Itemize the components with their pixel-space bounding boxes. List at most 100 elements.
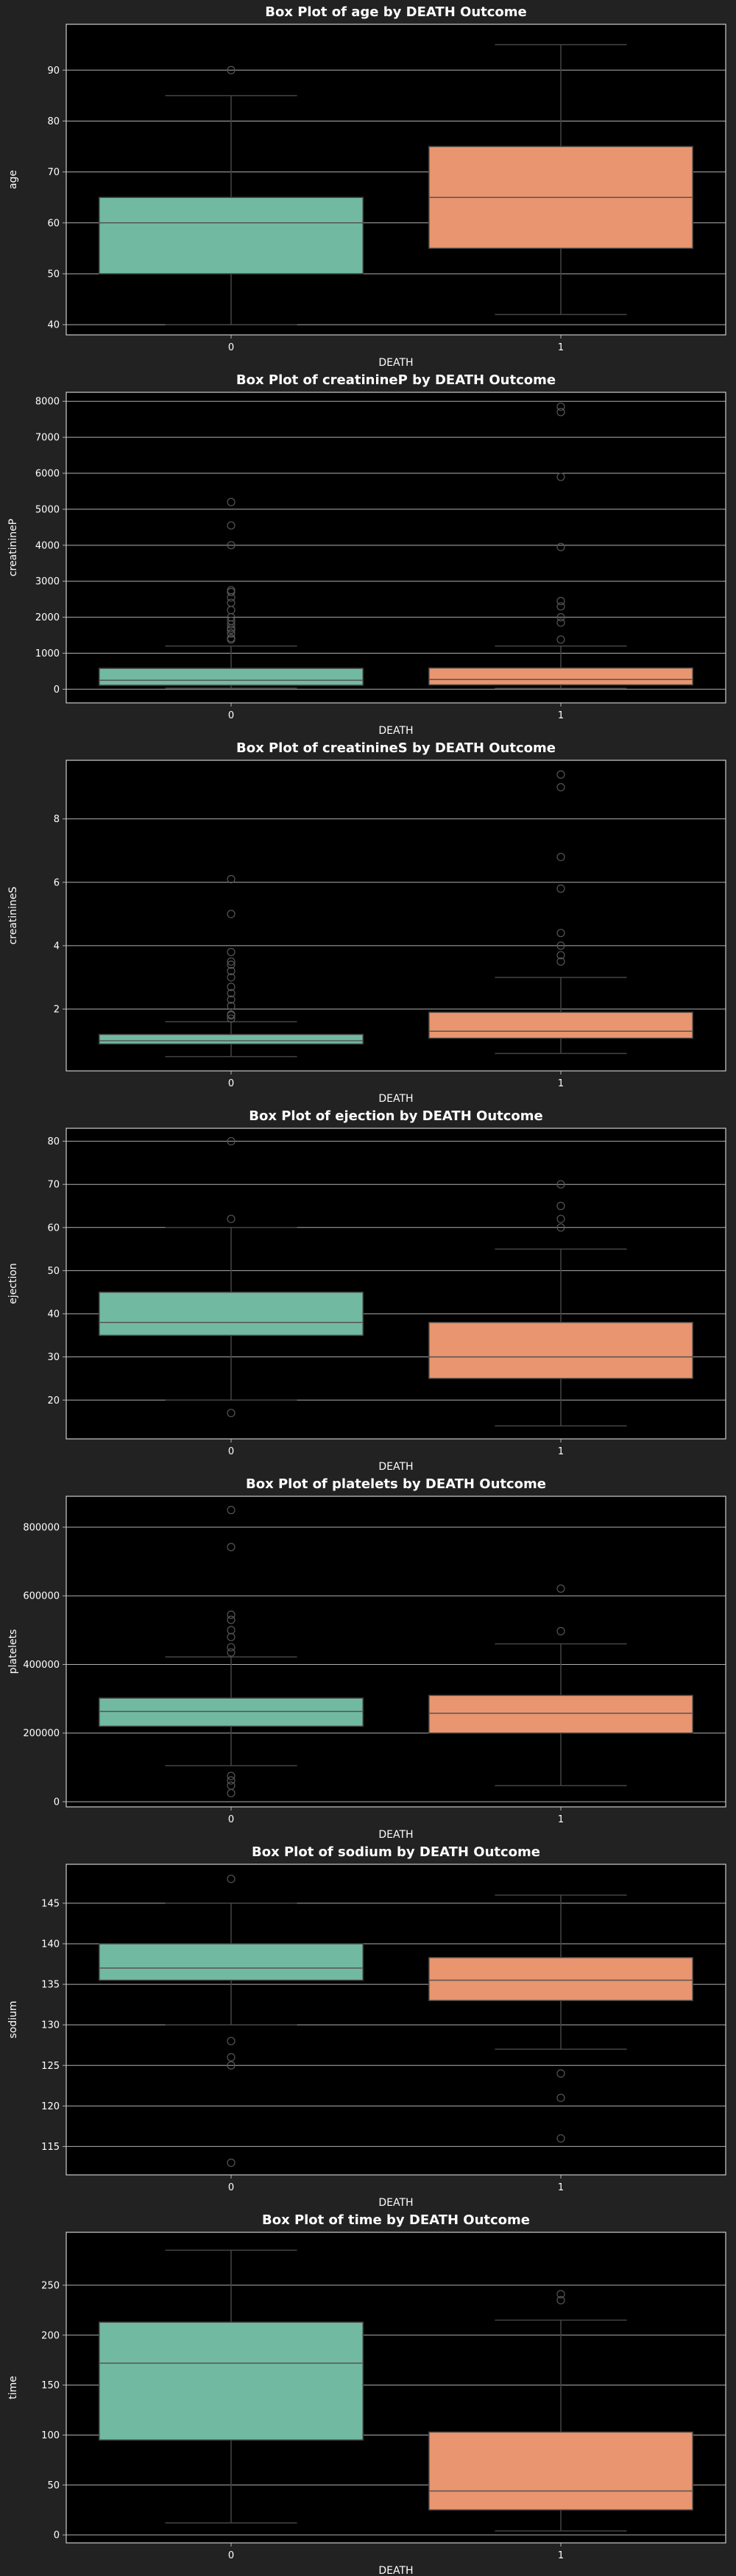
iqr-box — [99, 197, 364, 275]
outlier-point — [556, 1584, 565, 1593]
outlier-point — [227, 1610, 236, 1619]
chart-panel-creatinineP: Box Plot of creatinineP by DEATH Outcome… — [7, 372, 726, 736]
y-tick-label: 0 — [54, 2530, 60, 2541]
iqr-box — [428, 1956, 693, 2001]
chart-panel-ejection: Box Plot of ejection by DEATH Outcome 20 3… — [7, 1108, 726, 1472]
x-axis-label: DEATH — [378, 2197, 413, 2208]
outlier-point — [227, 66, 236, 74]
outlier-point — [227, 995, 236, 1004]
y-axis-label: age — [7, 170, 19, 189]
chart-title: Box Plot of time by DEATH Outcome — [262, 2212, 530, 2228]
x-tick-label: 0 — [228, 342, 234, 353]
y-tick-label: 50 — [47, 269, 60, 280]
outlier-point — [556, 2296, 565, 2304]
chart-panel-platelets: Box Plot of platelets by DEATH Outcome 0 2… — [7, 1476, 726, 1840]
outlier-point — [227, 1626, 236, 1635]
y-tick-label: 20 — [47, 1395, 60, 1406]
y-tick-label: 120 — [41, 2101, 60, 2112]
box-group-1 — [428, 1894, 693, 2143]
outlier-point — [227, 947, 236, 957]
outlier-point — [556, 635, 565, 644]
outlier-point — [227, 1648, 236, 1657]
outlier-point — [227, 616, 236, 626]
outlier-point — [227, 2158, 236, 2168]
chart-title: Box Plot of age by DEATH Outcome — [265, 4, 527, 20]
outlier-point — [227, 498, 236, 506]
outlier-point — [556, 2069, 565, 2078]
iqr-box — [99, 1291, 364, 1337]
outlier-point — [556, 613, 565, 622]
x-tick-label: 0 — [228, 1078, 234, 1089]
plot-area — [66, 1864, 726, 2175]
chart-title: Box Plot of sodium by DEATH Outcome — [252, 1844, 540, 1860]
y-tick-label: 8000 — [35, 397, 60, 408]
y-tick-label: 100 — [41, 2430, 60, 2441]
outlier-point — [227, 874, 236, 884]
outlier-point — [556, 2093, 565, 2102]
outlier-point — [227, 2053, 236, 2062]
box-group-1 — [428, 43, 693, 316]
y-tick-label: 6 — [54, 877, 60, 888]
outlier-point — [556, 1223, 565, 1232]
chart-panel-creatinineS: Box Plot of creatinineS by DEATH Outcome… — [7, 740, 726, 1104]
outlier-point — [227, 1776, 236, 1785]
iqr-box — [428, 1694, 693, 1734]
x-tick-label: 0 — [228, 1446, 234, 1457]
outlier-point — [556, 402, 565, 411]
box-group-1 — [428, 2290, 693, 2532]
chart-title: Box Plot of platelets by DEATH Outcome — [246, 1476, 546, 1492]
outlier-point — [556, 1627, 565, 1635]
y-tick-label: 130 — [41, 2020, 60, 2031]
plot-frame — [66, 1496, 726, 1808]
outlier-point — [556, 783, 565, 792]
chart-title: Box Plot of creatinineP by DEATH Outcome — [236, 372, 556, 388]
outlier-point — [556, 941, 565, 950]
outlier-point — [227, 586, 236, 595]
x-tick-label: 1 — [558, 342, 564, 353]
x-tick-label: 0 — [228, 1814, 234, 1825]
chart-panel-age: Box Plot of age by DEATH Outcome 40 50 60 70… — [7, 4, 726, 368]
outlier-point — [556, 1214, 565, 1223]
iqr-box — [428, 1011, 693, 1039]
x-axis-label: DEATH — [378, 2565, 413, 2576]
x-tick-label: 0 — [228, 2550, 234, 2561]
outlier-point — [227, 957, 236, 966]
outlier-point — [227, 1214, 236, 1223]
outlier-point — [227, 1781, 236, 1790]
box-group-0 — [99, 1136, 364, 1418]
y-tick-label: 140 — [41, 1939, 60, 1950]
chart-panel-time: Box Plot of time by DEATH Outcome 0 50 100 1… — [7, 2212, 726, 2576]
plot-frame — [66, 392, 726, 704]
box-group-0 — [99, 1506, 364, 1797]
outlier-point — [227, 2061, 236, 2070]
y-tick-label: 4 — [54, 941, 60, 952]
outlier-point — [556, 951, 565, 960]
outlier-point — [556, 957, 565, 966]
x-tick-label: 1 — [558, 1446, 564, 1457]
plot-frame — [66, 1864, 726, 2176]
outlier-point — [227, 910, 236, 919]
y-tick-label: 90 — [47, 66, 60, 77]
y-tick-label: 50 — [47, 1266, 60, 1277]
outlier-point — [227, 1136, 236, 1146]
outlier-point — [556, 408, 565, 417]
outlier-point — [227, 1002, 236, 1011]
iqr-box — [99, 668, 364, 686]
x-tick-label: 1 — [558, 2550, 564, 2561]
iqr-box — [428, 2431, 693, 2510]
outlier-point — [556, 473, 565, 481]
y-tick-label: 250 — [41, 2280, 60, 2291]
outlier-point — [556, 1201, 565, 1211]
y-tick-label: 600000 — [23, 1591, 60, 1602]
y-tick-label: 70 — [47, 167, 60, 178]
box-group-0 — [99, 498, 364, 689]
outlier-point — [556, 618, 565, 627]
y-tick-label: 30 — [47, 1352, 60, 1363]
outlier-point — [227, 1772, 236, 1780]
outlier-point — [227, 960, 236, 969]
y-axis-label: platelets — [7, 1630, 19, 1674]
y-tick-label: 40 — [47, 320, 60, 331]
y-tick-label: 145 — [41, 1898, 60, 1909]
iqr-box — [428, 667, 693, 686]
